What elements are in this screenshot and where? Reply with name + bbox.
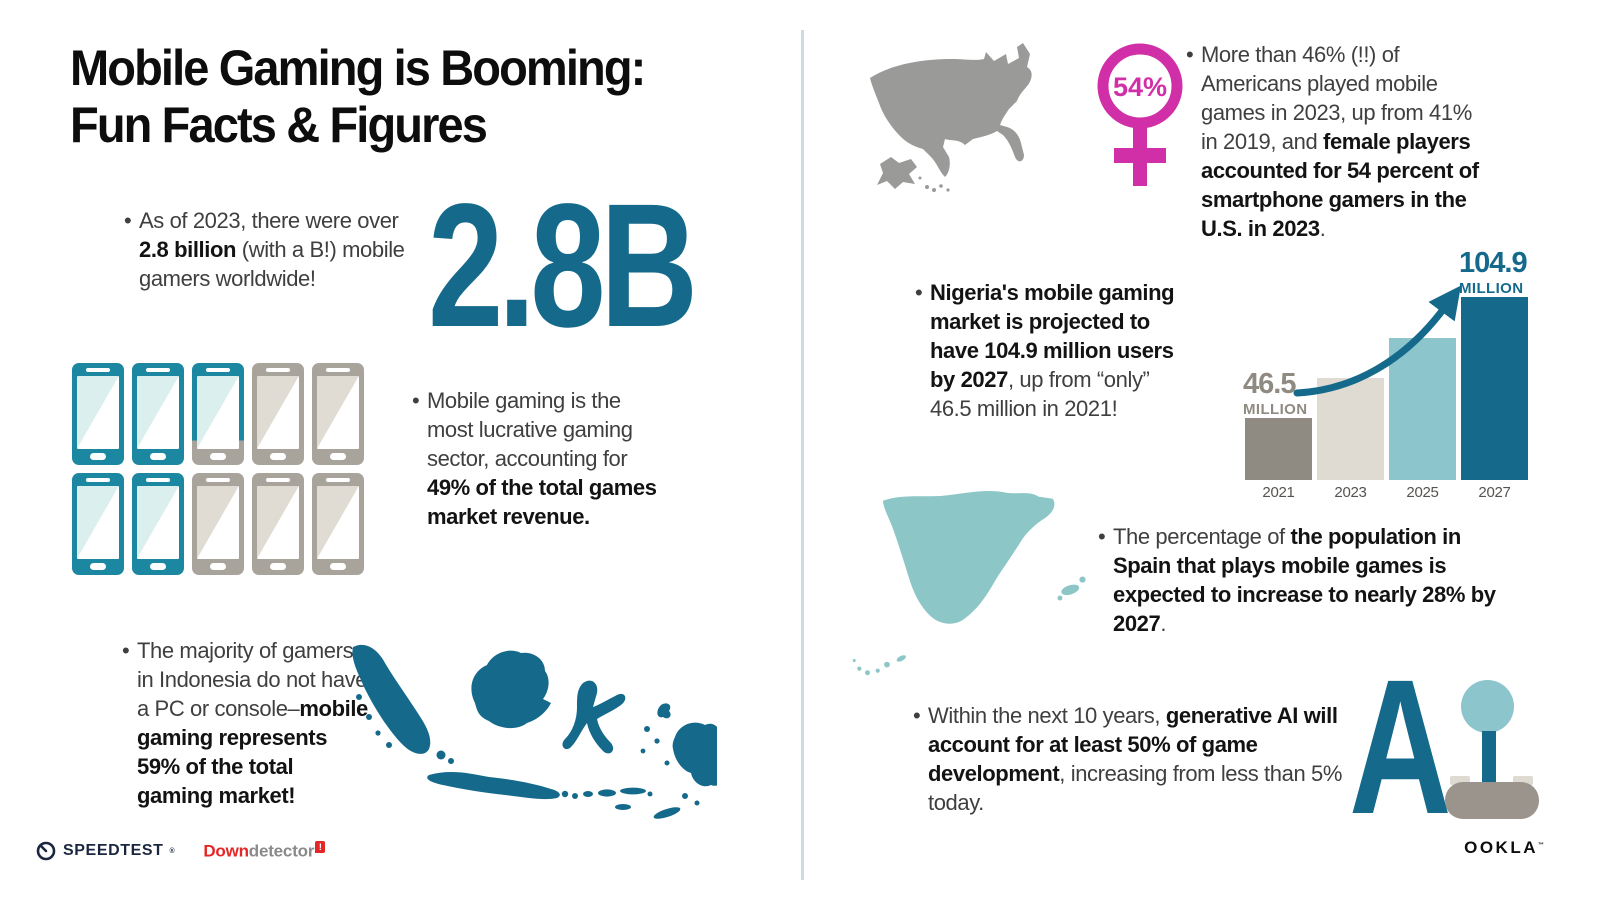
page-title: Mobile Gaming is Booming: Fun Facts & Fi… bbox=[70, 40, 646, 154]
phone-grid bbox=[72, 363, 364, 575]
speedtest-logo: SPEEDTEST ® bbox=[35, 840, 175, 862]
fact-nigeria: Nigeria's mobile gaming market is projec… bbox=[915, 278, 1179, 423]
fact-text-bold: mobile gaming represents 59% of the tota… bbox=[137, 696, 368, 808]
fact-usa-players: More than 46% (!!) of Americans played m… bbox=[1186, 40, 1480, 243]
fact-text: , up from “only” 46.5 million in 2021! bbox=[930, 367, 1150, 421]
callout-unit: MILLION bbox=[1459, 280, 1524, 297]
bar-2025: 2025 bbox=[1389, 338, 1456, 502]
bar-year-label: 2023 bbox=[1334, 484, 1367, 501]
fact-text: Within the next 10 years, bbox=[928, 703, 1166, 728]
fact-text: (with a B!) mobile gamers worldwide! bbox=[139, 237, 405, 291]
bar-year-label: 2027 bbox=[1478, 484, 1511, 501]
downdetector-word-down: Down bbox=[203, 841, 249, 861]
fact-gamers-worldwide: As of 2023, there were over 2.8 billion … bbox=[124, 206, 406, 293]
fact-text: , increasing from less than 5% today. bbox=[928, 761, 1342, 815]
fact-text: . bbox=[1160, 611, 1167, 636]
smartphone-icon bbox=[72, 473, 124, 575]
nigeria-bar-chart: 46.5 MILLION 104.9 MILLION 2021 2023 2025 2… bbox=[1225, 243, 1547, 505]
fact-text: More than 46% (!!) of Americans played m… bbox=[1201, 42, 1472, 154]
fact-text: As of 2023, there were over bbox=[139, 208, 399, 233]
smartphone-icon bbox=[132, 473, 184, 575]
female-badge-percent: 54% bbox=[1113, 72, 1167, 102]
smartphone-icon bbox=[192, 473, 244, 575]
smartphone-icon bbox=[192, 363, 244, 465]
joystick-ball-icon bbox=[1461, 680, 1514, 733]
fact-text: Mobile gaming is the most lucrative gami… bbox=[427, 388, 633, 471]
fact-text: The percentage of bbox=[1113, 524, 1291, 549]
fact-spain: The percentage of the population in Spai… bbox=[1098, 522, 1512, 638]
callout-value: 104.9 bbox=[1459, 247, 1528, 279]
chart-callout-2027: 104.9 MILLION bbox=[1459, 247, 1528, 297]
fact-text: The majority of gamers in Indonesia do n… bbox=[137, 638, 368, 721]
fact-market-revenue: Mobile gaming is the most lucrative gami… bbox=[412, 386, 672, 531]
bar-2027: 2027 bbox=[1461, 297, 1528, 502]
joystick-base-icon bbox=[1445, 782, 1539, 819]
indonesia-map bbox=[352, 644, 717, 819]
speedtest-wordmark: SPEEDTEST bbox=[63, 842, 164, 859]
center-divider bbox=[801, 30, 804, 880]
bar-2023: 2023 bbox=[1317, 378, 1384, 502]
smartphone-icon bbox=[252, 473, 304, 575]
female-gender-icon: 54% bbox=[1092, 36, 1188, 198]
fact-text-bold: Nigeria's mobile gaming market is projec… bbox=[930, 280, 1175, 392]
joystick-stick-icon bbox=[1482, 731, 1496, 789]
title-line-2: Fun Facts & Figures bbox=[70, 97, 488, 153]
bar-year-label: 2025 bbox=[1406, 484, 1439, 501]
bar-year-label: 2021 bbox=[1262, 484, 1295, 501]
fact-text-bold: female players accounted for 54 percent … bbox=[1201, 129, 1479, 241]
spain-map bbox=[852, 491, 1086, 676]
ookla-logo: OOKLA™ bbox=[1464, 838, 1544, 857]
joystick-button-icon bbox=[1450, 776, 1470, 785]
callout-value: 46.5 bbox=[1243, 368, 1296, 400]
generative-ai-graphic: A bbox=[1335, 645, 1580, 843]
fact-generative-ai: Within the next 10 years, generative AI … bbox=[913, 701, 1343, 817]
joystick-button-icon bbox=[1513, 776, 1533, 785]
letter-a: A bbox=[1349, 639, 1452, 854]
stat-2-8-billion: 2.8B bbox=[428, 168, 698, 364]
fact-text: . bbox=[1319, 216, 1326, 241]
usa-map bbox=[870, 43, 1032, 192]
exclamation-badge-icon: ! bbox=[315, 840, 326, 853]
footer-logos: SPEEDTEST ® Downdetector! bbox=[35, 840, 326, 862]
downdetector-word-detector: detector bbox=[248, 841, 315, 861]
smartphone-icon bbox=[72, 363, 124, 465]
title-line-1: Mobile Gaming is Booming: bbox=[70, 40, 646, 96]
nigeria-bar-chart-bars: 2021 2023 2025 2027 bbox=[1245, 265, 1528, 502]
callout-unit: MILLION bbox=[1243, 401, 1308, 418]
downdetector-logo: Downdetector! bbox=[203, 840, 326, 862]
fact-text-bold: generative AI will account for at least … bbox=[928, 703, 1338, 786]
smartphone-icon bbox=[312, 473, 364, 575]
smartphone-icon bbox=[132, 363, 184, 465]
fact-indonesia: The majority of gamers in Indonesia do n… bbox=[122, 636, 374, 810]
fact-text-bold: the population in Spain that plays mobil… bbox=[1113, 524, 1496, 636]
smartphone-icon bbox=[252, 363, 304, 465]
speedtest-gauge-icon bbox=[36, 841, 56, 861]
fact-text-bold: 49% of the total games market revenue. bbox=[427, 475, 657, 529]
ookla-wordmark: OOKLA bbox=[1464, 838, 1538, 857]
fact-text-bold: 2.8 billion bbox=[139, 237, 237, 262]
bar-2021: 2021 bbox=[1245, 418, 1312, 502]
chart-callout-2021: 46.5 MILLION bbox=[1243, 368, 1308, 418]
smartphone-icon bbox=[312, 363, 364, 465]
